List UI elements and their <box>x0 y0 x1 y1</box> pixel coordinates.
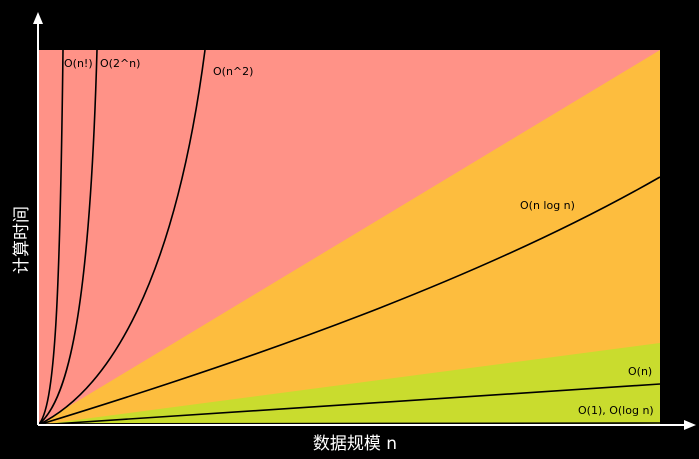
x-arrow <box>684 420 696 430</box>
orange-region <box>38 50 660 425</box>
curve-label: O(n!) <box>64 57 93 70</box>
curve-label: O(2^n) <box>100 57 140 70</box>
y-axis-label: 计算时间 <box>12 206 32 274</box>
curve-label: O(1), O(log n) <box>578 404 654 417</box>
curve-nlogn <box>37 176 661 426</box>
curve-exponential <box>37 49 98 426</box>
curve-linear <box>37 383 661 426</box>
curve-factorial <box>37 49 64 426</box>
curve-label: O(n log n) <box>520 199 575 212</box>
x-axis-label: 数据规模 n <box>313 434 397 454</box>
curve-quadratic <box>37 49 206 426</box>
curve-label: O(n^2) <box>213 65 253 78</box>
curve-label: O(n) <box>628 365 652 378</box>
y-arrow <box>33 12 43 24</box>
curve-constant <box>37 422 661 425</box>
green-region <box>38 343 660 425</box>
